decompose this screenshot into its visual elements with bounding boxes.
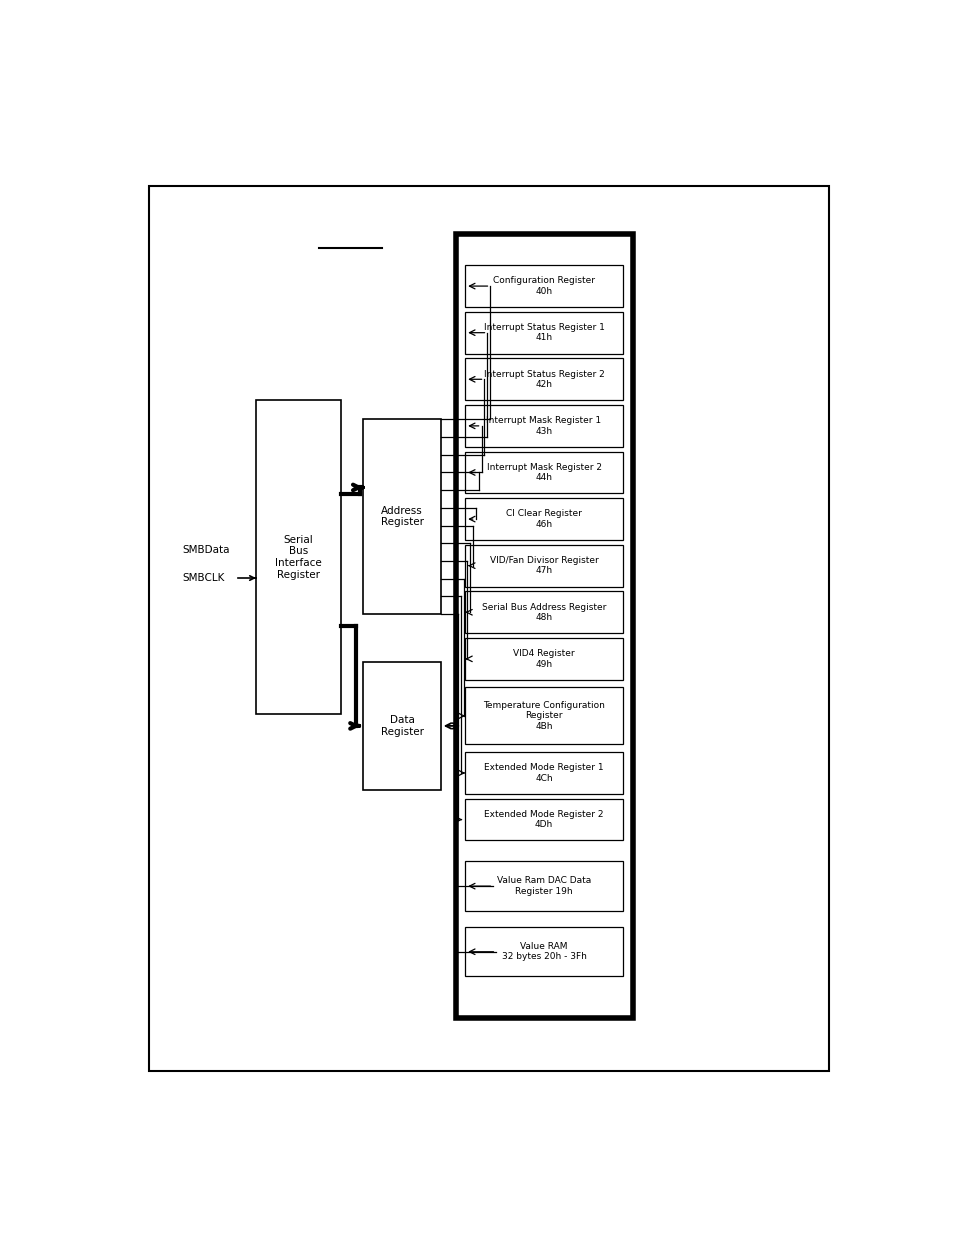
Text: CI Clear Register
46h: CI Clear Register 46h xyxy=(505,509,581,529)
Text: VID/Fan Divisor Register
47h: VID/Fan Divisor Register 47h xyxy=(489,556,598,576)
Text: Configuration Register
40h: Configuration Register 40h xyxy=(493,277,595,296)
Bar xyxy=(465,358,622,400)
Bar xyxy=(255,400,341,714)
Bar xyxy=(363,419,440,614)
Bar xyxy=(465,688,622,745)
Bar xyxy=(465,266,622,308)
Bar xyxy=(363,662,440,790)
Bar xyxy=(465,405,622,447)
Text: Temperature Configuration
Register
4Bh: Temperature Configuration Register 4Bh xyxy=(482,701,604,731)
Bar xyxy=(465,638,622,679)
Text: Interrupt Mask Register 2
44h: Interrupt Mask Register 2 44h xyxy=(486,463,601,482)
Text: Interrupt Status Register 1
41h: Interrupt Status Register 1 41h xyxy=(483,324,604,342)
Text: Data
Register: Data Register xyxy=(380,715,423,737)
Text: Extended Mode Register 2
4Dh: Extended Mode Register 2 4Dh xyxy=(484,810,603,829)
Text: Address
Register: Address Register xyxy=(380,506,423,527)
Bar xyxy=(465,452,622,494)
Bar xyxy=(465,545,622,587)
Bar xyxy=(465,927,622,977)
Text: SMBData: SMBData xyxy=(182,545,230,555)
Text: VID4 Register
49h: VID4 Register 49h xyxy=(513,650,575,668)
Bar xyxy=(465,311,622,353)
Text: Serial Bus Address Register
48h: Serial Bus Address Register 48h xyxy=(481,603,605,622)
Text: SMBCLK: SMBCLK xyxy=(182,573,224,583)
Text: Interrupt Status Register 2
42h: Interrupt Status Register 2 42h xyxy=(483,369,604,389)
Bar xyxy=(465,862,622,911)
Text: Interrupt Mask Register 1
43h: Interrupt Mask Register 1 43h xyxy=(486,416,601,436)
Bar xyxy=(465,799,622,841)
Bar xyxy=(465,592,622,634)
Text: Extended Mode Register 1
4Ch: Extended Mode Register 1 4Ch xyxy=(484,763,603,783)
Text: Serial
Bus
Interface
Register: Serial Bus Interface Register xyxy=(274,535,321,579)
Bar xyxy=(465,498,622,540)
Bar xyxy=(465,752,622,794)
Text: Value RAM
32 bytes 20h - 3Fh: Value RAM 32 bytes 20h - 3Fh xyxy=(501,942,586,962)
Text: Value Ram DAC Data
Register 19h: Value Ram DAC Data Register 19h xyxy=(497,877,591,895)
Bar xyxy=(456,233,633,1019)
